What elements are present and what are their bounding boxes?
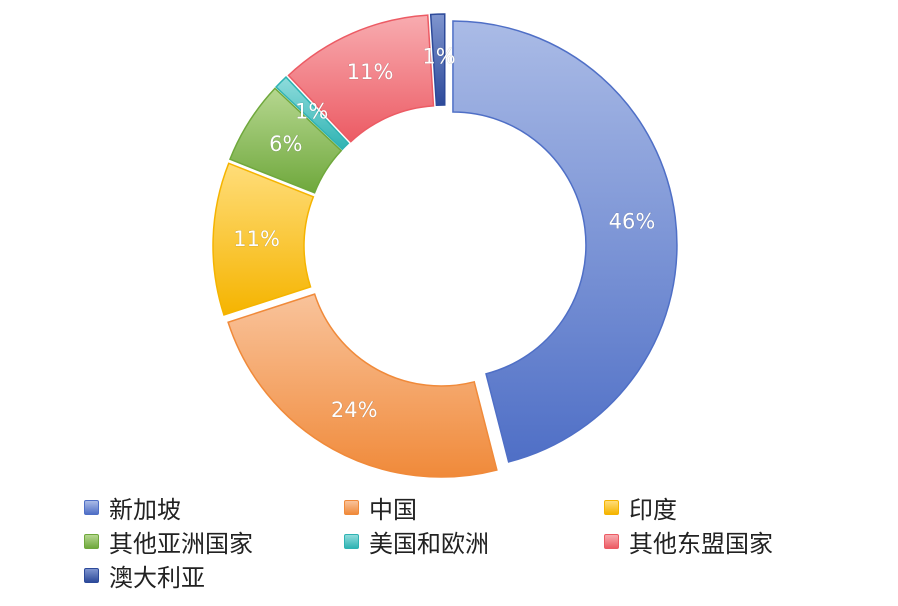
slice-3 xyxy=(229,87,343,194)
legend-swatch xyxy=(344,499,359,515)
slice-1 xyxy=(227,293,498,478)
legend-item: 美国和欧洲 xyxy=(344,526,604,558)
legend-item: 澳大利亚 xyxy=(84,560,344,592)
legend-swatch xyxy=(84,499,99,515)
legend-swatch xyxy=(84,533,99,549)
slice-6 xyxy=(429,13,446,107)
legend-swatch xyxy=(604,533,619,549)
legend-item: 中国 xyxy=(344,492,604,524)
slice-label-1: 24% xyxy=(331,398,378,422)
slice-5 xyxy=(287,14,435,143)
legend-label: 其他东盟国家 xyxy=(629,529,773,558)
legend-label: 新加坡 xyxy=(109,495,181,524)
labels-group: 46% 24% 11% 6% 1% 11% 1% xyxy=(233,44,656,422)
legend-label: 澳大利亚 xyxy=(109,563,205,592)
legend-swatch xyxy=(604,499,619,515)
slice-label-0: 46% xyxy=(609,209,656,233)
slice-2 xyxy=(212,162,315,316)
legend-item: 印度 xyxy=(604,492,844,524)
legend-item: 新加坡 xyxy=(84,492,344,524)
legend-item: 其他亚洲国家 xyxy=(84,526,344,558)
slice-label-5: 11% xyxy=(347,60,394,84)
slice-label-2: 11% xyxy=(233,227,280,251)
slice-0 xyxy=(452,20,678,463)
legend: 新加坡 中国 印度其他亚洲国家 美国和欧洲 其他东盟国家澳大利亚 xyxy=(84,492,844,592)
slices-group xyxy=(212,13,678,478)
slice-label-3: 6% xyxy=(269,132,302,156)
slice-label-4: 1% xyxy=(295,100,328,124)
legend-swatch xyxy=(84,567,99,583)
legend-label: 印度 xyxy=(629,495,677,524)
slice-4 xyxy=(274,75,350,151)
legend-swatch xyxy=(344,533,359,549)
slice-label-6: 1% xyxy=(422,45,455,69)
legend-label: 其他亚洲国家 xyxy=(109,529,253,558)
legend-label: 中国 xyxy=(369,495,417,524)
legend-item: 其他东盟国家 xyxy=(604,526,844,558)
legend-label: 美国和欧洲 xyxy=(369,529,489,558)
